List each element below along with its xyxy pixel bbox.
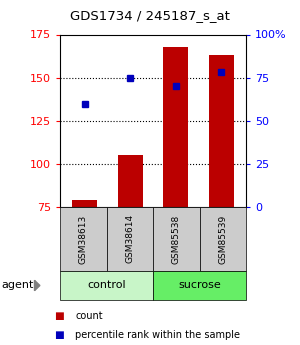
Bar xyxy=(208,55,233,207)
Text: control: control xyxy=(87,280,126,290)
Text: ■: ■ xyxy=(54,330,64,339)
Text: GSM38614: GSM38614 xyxy=(125,214,134,264)
Bar xyxy=(73,200,98,207)
Text: GSM38613: GSM38613 xyxy=(79,214,88,264)
Bar xyxy=(163,47,188,207)
Text: GSM85538: GSM85538 xyxy=(172,214,181,264)
Text: sucrose: sucrose xyxy=(178,280,221,290)
Text: GSM85539: GSM85539 xyxy=(218,214,227,264)
Text: percentile rank within the sample: percentile rank within the sample xyxy=(75,330,240,339)
Text: count: count xyxy=(75,311,103,321)
Text: GDS1734 / 245187_s_at: GDS1734 / 245187_s_at xyxy=(70,9,230,22)
Bar xyxy=(118,155,143,207)
Text: ■: ■ xyxy=(54,311,64,321)
Text: agent: agent xyxy=(2,280,34,290)
